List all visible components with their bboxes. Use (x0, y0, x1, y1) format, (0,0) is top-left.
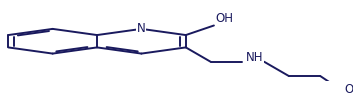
Text: N: N (137, 22, 146, 35)
Text: O: O (345, 83, 353, 96)
Text: OH: OH (216, 12, 234, 25)
Text: NH: NH (246, 51, 263, 64)
